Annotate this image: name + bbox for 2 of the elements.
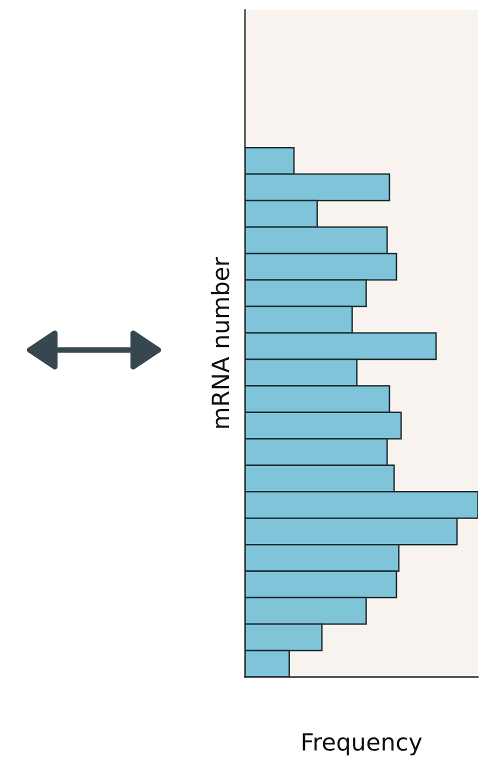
y-axis-title: mRNA number bbox=[211, 257, 230, 428]
x-axis-title: Frequency bbox=[302, 733, 422, 756]
